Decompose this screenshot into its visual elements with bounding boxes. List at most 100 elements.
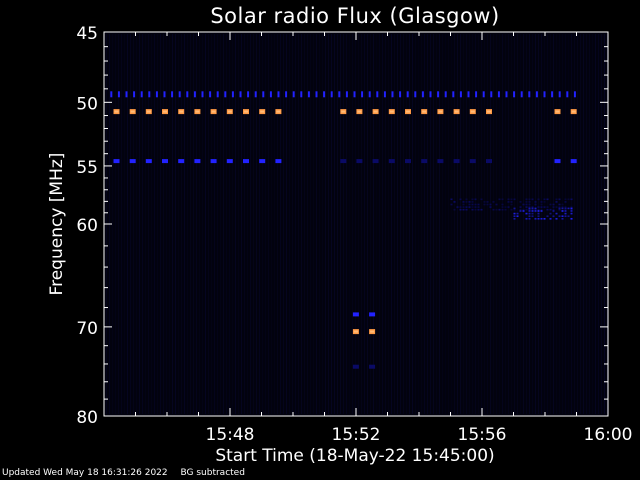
- emission-patch-cell: [453, 201, 456, 203]
- emission-tick: [117, 91, 120, 98]
- background-streak: [139, 34, 140, 414]
- background-streak: [316, 34, 317, 414]
- background-streak: [121, 34, 122, 414]
- emission-patch-cell: [540, 218, 543, 220]
- background-streak: [523, 34, 524, 414]
- background-streak: [547, 34, 548, 414]
- background-streak: [331, 34, 332, 414]
- emission-patch-cell: [570, 208, 573, 211]
- emission-patch-cell: [558, 207, 561, 210]
- emission-dash: [129, 159, 136, 164]
- updated-timestamp: Updated Wed May 18 16:31:26 2022: [2, 468, 168, 478]
- background-streak: [301, 34, 302, 414]
- background-streak: [337, 34, 338, 414]
- emission-patch-cell: [555, 198, 558, 201]
- background-streak: [397, 34, 398, 414]
- emission-patch-cell: [564, 198, 567, 201]
- emission-dash: [554, 159, 561, 164]
- emission-patch-cell: [561, 218, 564, 220]
- background-streak: [430, 34, 431, 414]
- emission-dash-core: [406, 110, 410, 113]
- emission-tick: [520, 91, 523, 98]
- emission-dash-core: [370, 330, 375, 333]
- emission-dash-core: [571, 110, 576, 113]
- emission-tick: [125, 91, 128, 98]
- background-streak: [553, 34, 554, 414]
- emission-dash-core: [373, 110, 378, 113]
- background-streak: [505, 34, 506, 414]
- emission-patch-cell: [456, 206, 459, 208]
- background-streak: [469, 34, 470, 414]
- emission-patch-cell: [564, 201, 567, 203]
- background-streak: [187, 34, 188, 414]
- background-streak: [379, 34, 380, 414]
- emission-tick: [535, 91, 538, 98]
- background-streak: [541, 34, 542, 414]
- emission-patch-cell: [558, 198, 561, 201]
- emission-patch-cell: [558, 215, 561, 217]
- emission-patch-cell: [534, 210, 537, 212]
- background-streak: [361, 34, 362, 414]
- emission-patch-cell: [549, 203, 552, 206]
- emission-dash: [178, 159, 185, 164]
- emission-dash: [469, 159, 476, 164]
- emission-patch-cell: [531, 210, 534, 212]
- background-streak: [496, 34, 497, 414]
- emission-patch-cell: [546, 206, 549, 208]
- background-streak: [352, 34, 353, 414]
- background-streak: [370, 34, 371, 414]
- emission-patch-cell: [570, 212, 573, 215]
- emission-patch-cell: [507, 198, 510, 201]
- emission-patch-cell: [459, 206, 462, 208]
- emission-patch-cell: [534, 207, 537, 210]
- emission-tick: [551, 91, 554, 98]
- emission-patch-cell: [474, 206, 477, 208]
- emission-tick: [193, 91, 196, 98]
- emission-patch-cell: [474, 203, 477, 206]
- emission-dash-core: [487, 110, 491, 113]
- background-streak: [214, 34, 215, 414]
- background-streak: [178, 34, 179, 414]
- emission-patch-cell: [450, 198, 453, 201]
- emission-patch-cell: [480, 198, 483, 201]
- emission-tick: [573, 91, 576, 98]
- emission-dash-core: [353, 330, 358, 333]
- background-streak: [409, 34, 410, 414]
- background-streak: [184, 34, 185, 414]
- background-streak: [355, 34, 356, 414]
- emission-patch-cell: [492, 201, 495, 203]
- background-streak: [487, 34, 488, 414]
- emission-patch-cell: [510, 201, 513, 203]
- emission-patch-cell: [477, 206, 480, 208]
- emission-dash: [210, 159, 217, 164]
- y-tick-label: 60: [76, 216, 98, 236]
- background-streak: [538, 34, 539, 414]
- emission-patch-cell: [561, 210, 564, 212]
- emission-dash-core: [276, 110, 281, 113]
- emission-dash-core: [260, 110, 265, 113]
- emission-patch-cell: [534, 203, 537, 206]
- background-streak: [274, 34, 275, 414]
- background-streak: [223, 34, 224, 414]
- background-streak: [406, 34, 407, 414]
- emission-patch-cell: [486, 201, 489, 203]
- background-streak: [196, 34, 197, 414]
- emission-patch-cell: [537, 210, 540, 212]
- background-streak: [268, 34, 269, 414]
- emission-patch-cell: [528, 198, 531, 201]
- background-streak: [160, 34, 161, 414]
- emission-patch-cell: [504, 208, 507, 211]
- background-streak: [448, 34, 449, 414]
- emission-tick: [338, 91, 341, 98]
- emission-tick: [216, 91, 219, 98]
- background-streak: [325, 34, 326, 414]
- emission-tick: [368, 91, 371, 98]
- emission-dash: [145, 159, 152, 164]
- background-streak: [205, 34, 206, 414]
- emission-tick: [437, 91, 440, 98]
- background-streak: [343, 34, 344, 414]
- background-streak: [181, 34, 182, 414]
- background-streak: [340, 34, 341, 414]
- background-streak: [235, 34, 236, 414]
- emission-dash-core: [130, 110, 135, 113]
